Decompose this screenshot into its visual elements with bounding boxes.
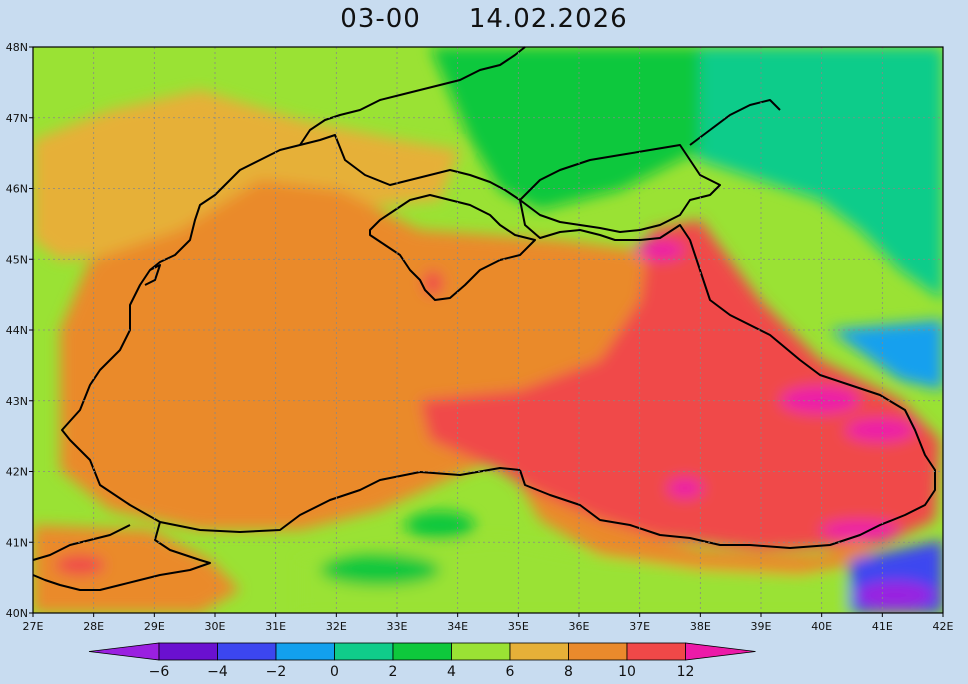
colorbar-segment [568,642,628,661]
colorbar-segment [217,642,277,661]
colorbar-segment [509,642,569,661]
colorbar-tick-label: 10 [618,664,636,680]
lon-tick-label: 34E [447,620,468,633]
lat-tick-label: 47N [6,112,28,125]
lat-tick-label: 45N [6,253,28,266]
lon-tick-label: 31E [265,620,286,633]
lat-tick-label: 48N [6,41,28,54]
grid-lines [33,47,943,613]
colorbar-tick-label: 2 [389,664,398,680]
colorbar-high-arrow [685,642,756,661]
lon-tick-label: 30E [205,620,226,633]
colorbar-segment [392,642,452,661]
lat-tick-label: 44N [6,324,28,337]
lat-tick-label: 46N [6,183,28,196]
map-title: 03-00 14.02.2026 [0,4,968,34]
colorbar-tick-label: −2 [266,664,287,680]
lat-tick-label: 40N [6,607,28,620]
lon-tick-label: 41E [872,620,893,633]
lon-tick-label: 39E [751,620,772,633]
colorbar-tick-label: 12 [677,664,695,680]
lon-tick-label: 35E [508,620,529,633]
colorbar-tick-label: −4 [207,664,228,680]
colorbar-tick-label: 8 [564,664,573,680]
forecast-time: 03-00 [340,4,421,34]
colorbar-tick-label: 0 [330,664,339,680]
latitude-axis: 40N 41N 42N 43N 44N 45N 46N 47N 48N [6,41,33,620]
lat-tick-label: 42N [6,466,28,479]
forecast-date: 14.02.2026 [468,4,628,34]
lon-tick-label: 33E [387,620,408,633]
colorbar-segment [626,642,686,661]
lon-tick-label: 38E [690,620,711,633]
colorbar-segment [334,642,394,661]
longitude-axis: 27E 28E 29E 30E 31E 32E 33E 34E 35E 36E 37E 38E 39E 4… [23,613,954,633]
lon-tick-label: 27E [23,620,44,633]
colorbar-tick-label: 4 [447,664,456,680]
colorbar-segment [451,642,511,661]
colorbar-low-arrow [88,642,160,661]
colorbar: −6 −4 −2 0 2 4 6 8 10 12 [88,642,756,680]
lon-tick-label: 32E [326,620,347,633]
lon-tick-label: 37E [629,620,650,633]
colorbar-segment [158,642,218,661]
lon-tick-label: 29E [144,620,165,633]
lat-tick-label: 43N [6,395,28,408]
temperature-field [33,47,943,613]
lat-tick-label: 41N [6,536,28,549]
lon-tick-label: 40E [811,620,832,633]
colorbar-tick-label: −6 [149,664,170,680]
colorbar-segment [275,642,335,661]
lon-tick-label: 42E [933,620,954,633]
colorbar-tick-label: 6 [506,664,515,680]
lon-tick-label: 36E [569,620,590,633]
lon-tick-label: 28E [83,620,104,633]
